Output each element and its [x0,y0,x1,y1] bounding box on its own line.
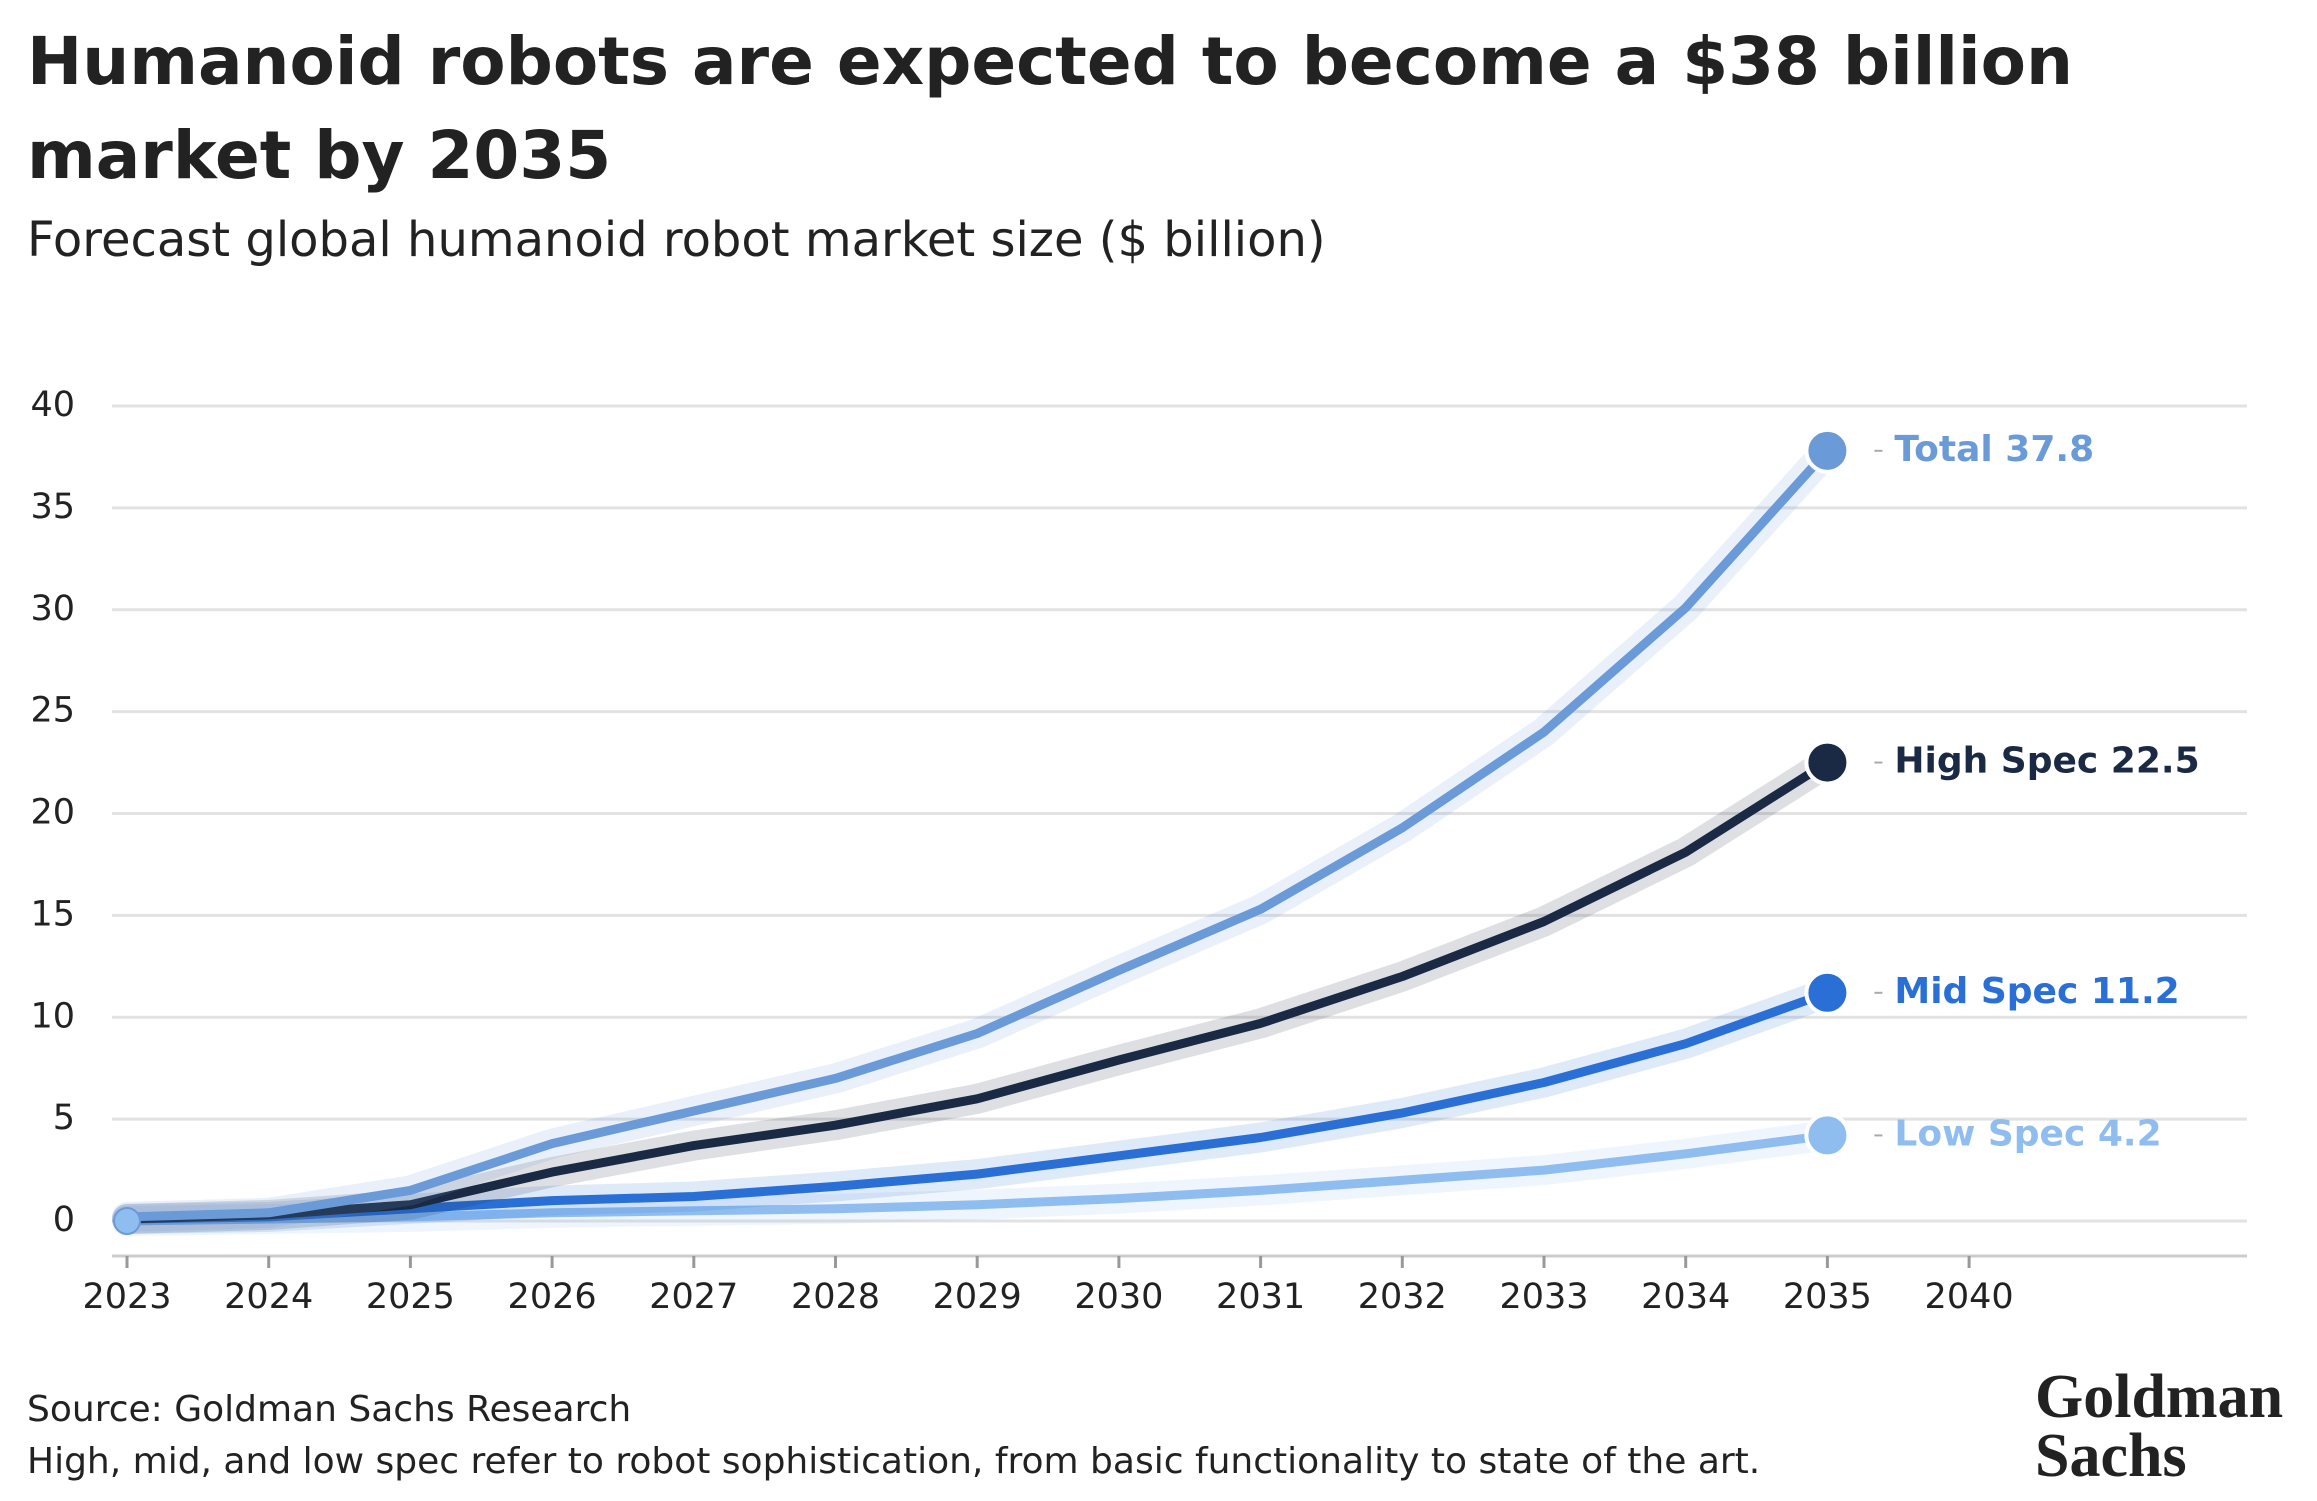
chart-title: Humanoid robots are expected to become a… [27,23,2073,100]
end-label: Mid Spec 11.2 [1894,971,2179,1012]
x-tick-label: 2024 [224,1277,313,1317]
end-marker [1804,969,1851,1016]
start-dot [113,1207,141,1235]
y-tick-label: 40 [30,385,75,425]
value-label: 22.5 [2111,741,2200,782]
end-marker [1804,427,1851,474]
series-name: Mid Spec [1894,971,2078,1012]
end-label: Total 37.8 [1894,429,2094,470]
x-tick-label: 2040 [1925,1277,2014,1317]
chart-title: market by 2035 [27,117,611,194]
y-tick-label: 20 [30,793,75,833]
source: Source: Goldman Sachs Research [27,1389,631,1430]
y-tick-label: 35 [30,487,75,527]
series-name: Low Spec [1894,1113,2085,1154]
logo: Goldman [2035,1363,2283,1431]
line [122,446,1832,1222]
y-tick-label: 25 [30,691,75,731]
end-marker [1804,739,1851,786]
x-tick-label: 2034 [1641,1277,1730,1317]
end-marker [1804,1112,1851,1159]
line-halo [112,747,1843,1234]
line [122,758,1832,1224]
value-label: 11.2 [2091,971,2180,1012]
chart-subtitle: Forecast global humanoid robot market si… [27,212,1326,268]
x-tick-label: 2025 [366,1277,455,1317]
value-label: 37.8 [2005,429,2094,470]
x-tick-label: 2028 [791,1277,880,1317]
x-tick-label: 2033 [1499,1277,1588,1317]
logo: Sachs [2035,1422,2187,1490]
x-tick-label: 2030 [1074,1277,1163,1317]
x-tick-label: 2035 [1783,1277,1872,1317]
y-tick-label: 30 [30,589,75,629]
x-tick-label: 2032 [1358,1277,1447,1317]
y-tick-label: 10 [30,996,75,1036]
y-tick-label: 0 [53,1200,75,1240]
line [122,1130,1832,1226]
note: High, mid, and low spec refer to robot s… [27,1441,1760,1482]
y-tick-label: 5 [53,1098,75,1138]
x-tick-label: 2026 [508,1277,597,1317]
end-label: Low Spec 4.2 [1894,1113,2161,1154]
x-tick-label: 2027 [649,1277,738,1317]
y-tick-label: 15 [30,894,75,934]
x-tick-label: 2029 [933,1277,1022,1317]
x-tick-label: 2023 [82,1277,171,1317]
x-tick-label: 2031 [1216,1277,1305,1317]
value-label: 4.2 [2098,1113,2162,1154]
end-label: High Spec 22.5 [1894,741,2199,782]
series-name: High Spec [1894,741,2098,782]
series-name: Total [1894,429,1992,470]
